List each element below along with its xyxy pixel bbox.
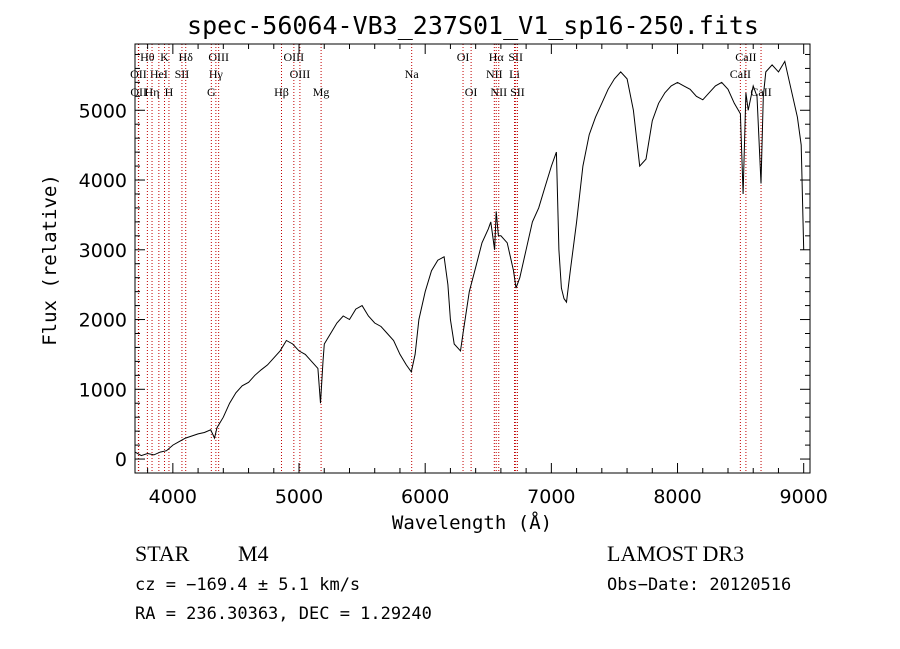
object-class: STAR — [135, 541, 190, 566]
spectral-line-label: Hβ — [274, 85, 289, 99]
y-tick-label: 4000 — [79, 170, 127, 192]
spectral-line-label: OII — [130, 85, 147, 99]
plot-frame — [134, 43, 811, 474]
x-tick-label: 4000 — [149, 486, 197, 508]
y-tick-label: 0 — [115, 449, 127, 471]
x-tick-label: 8000 — [653, 486, 701, 508]
spectral-line-label: CaII — [730, 67, 751, 81]
chart-title: spec-56064-VB3_237S01_V1_sp16-250.fits — [187, 11, 759, 40]
spectral-line-label: OIII — [208, 50, 229, 64]
spectral-line-label: Hθ — [140, 50, 155, 64]
y-axis-label: Flux (relative) — [39, 174, 61, 346]
spectral-line-label: SII — [508, 50, 523, 64]
spectral-line-label: OIII — [290, 67, 311, 81]
x-axis-label: Wavelength (Å) — [392, 511, 552, 534]
spectral-line-label: Hδ — [179, 50, 194, 64]
spectral-line-label: CaII — [750, 85, 771, 99]
spectral-line-label: Hα — [489, 50, 505, 64]
observation-date: Obs−Date: 20120516 — [607, 575, 791, 595]
spectral-line-label: Li — [509, 67, 520, 81]
y-tick-label: 2000 — [79, 310, 127, 332]
y-tick-label: 5000 — [79, 100, 127, 122]
spectral-line-label: Hη — [145, 85, 160, 99]
spectral-line-label: Hγ — [209, 67, 224, 81]
spectral-line-label: SII — [510, 85, 525, 99]
info-panel: STAR M4 cz = −169.4 ± 5.1 km/s RA = 236.… — [135, 541, 791, 624]
spectral-line-label: OI — [457, 50, 470, 64]
x-tick-label: 6000 — [401, 486, 449, 508]
survey-name: LAMOST DR3 — [607, 541, 744, 566]
y-tick-label: 1000 — [79, 379, 127, 401]
spectral-line-label: OIII — [284, 50, 305, 64]
x-tick-label: 7000 — [527, 486, 575, 508]
spectral-line-label: G — [207, 85, 216, 99]
spectral-line-label: Mg — [313, 85, 330, 99]
axis-ticks: 4000 5000 6000 7000 8000 9000 0 1000 2000 3000 400… — [79, 44, 828, 508]
y-tick-label: 3000 — [79, 240, 127, 262]
spectral-line-label: H — [165, 85, 174, 99]
x-tick-label: 5000 — [275, 486, 323, 508]
spectrum-series-line — [134, 60, 805, 457]
x-tick-label: 9000 — [780, 486, 828, 508]
spectral-line-label: NII — [486, 67, 503, 81]
spectral-line-label: OI — [465, 85, 478, 99]
spectral-line-label: SII — [175, 67, 190, 81]
spectral-line-label: CaII — [735, 50, 756, 64]
spectral-line-label: Na — [405, 67, 420, 81]
spectral-line-label: HeI — [150, 67, 168, 81]
sky-coordinates: RA = 236.30363, DEC = 1.29240 — [135, 604, 432, 624]
spectral-line-label: NII — [490, 85, 507, 99]
object-subclass: M4 — [238, 541, 269, 566]
spectral-line-label: K — [160, 50, 169, 64]
redshift-cz: cz = −169.4 ± 5.1 km/s — [135, 575, 360, 595]
